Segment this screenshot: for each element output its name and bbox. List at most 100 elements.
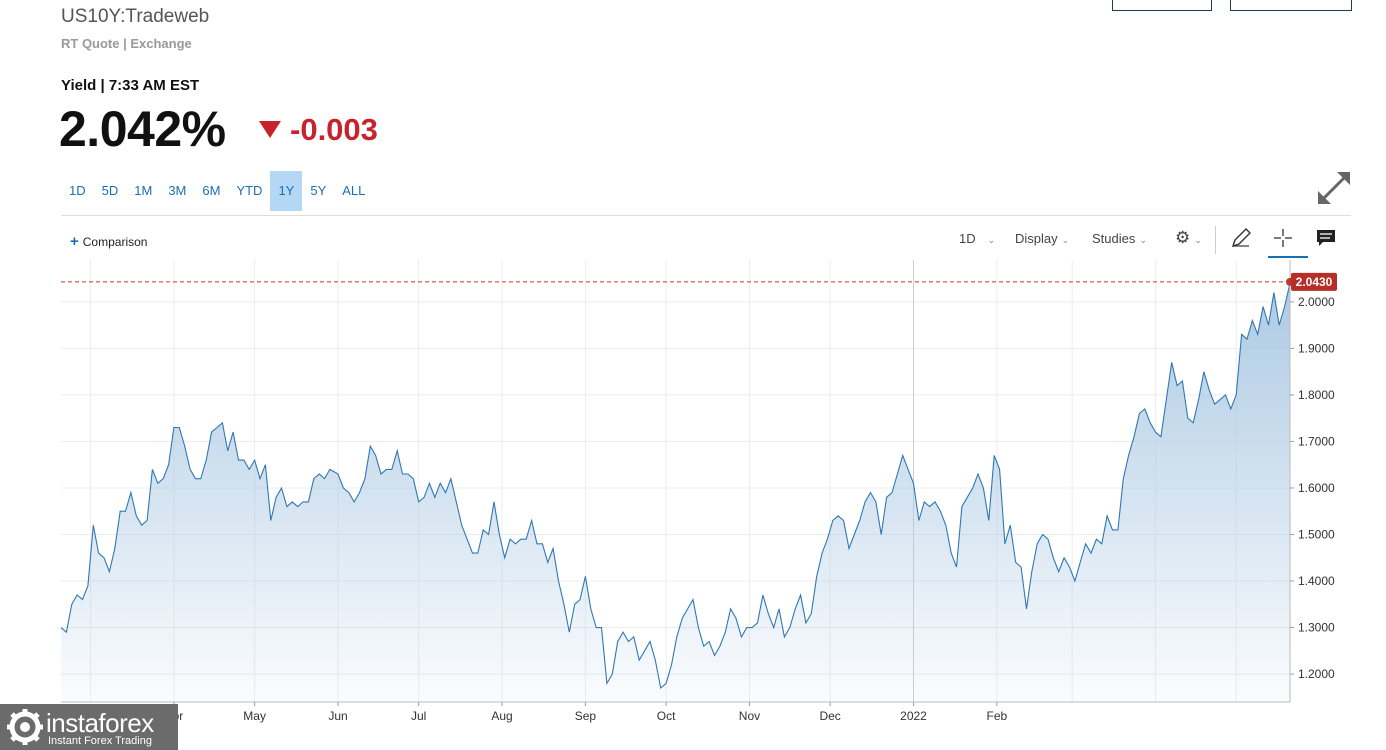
- range-1y[interactable]: 1Y: [270, 171, 303, 211]
- studies-dropdown[interactable]: Studies ⌄: [1092, 231, 1147, 246]
- interval-dropdown[interactable]: 1D ⌄: [959, 231, 995, 246]
- data-point: [821, 552, 823, 554]
- data-point: [778, 608, 780, 610]
- brand-name: instaforex: [46, 708, 154, 738]
- data-point: [740, 636, 742, 638]
- top-action-button[interactable]: [1112, 0, 1212, 11]
- data-point: [337, 473, 339, 475]
- top-action-button[interactable]: [1230, 0, 1352, 11]
- data-point: [200, 478, 202, 480]
- data-point: [789, 626, 791, 628]
- data-point: [237, 459, 239, 461]
- data-point: [509, 538, 511, 540]
- data-point: [1176, 384, 1178, 386]
- data-point: [135, 515, 137, 517]
- x-tick-label: May: [243, 709, 266, 723]
- y-tick-label: 1.5000: [1298, 528, 1335, 542]
- data-point: [746, 626, 748, 628]
- data-point: [1068, 566, 1070, 568]
- data-point: [259, 478, 261, 480]
- yield-chart[interactable]: 1.2000 1.3000 1.4000 1.5000 1.6000 1.7000 1.80…: [0, 258, 1386, 750]
- pencil-icon[interactable]: [1229, 226, 1253, 250]
- comment-icon[interactable]: [1314, 226, 1338, 250]
- active-tool-indicator: [1268, 256, 1308, 258]
- data-point: [606, 682, 608, 684]
- crosshair-icon[interactable]: [1271, 226, 1295, 250]
- data-point: [1208, 389, 1210, 391]
- data-point: [520, 538, 522, 540]
- x-tick-label: Aug: [491, 709, 512, 723]
- yield-change-value: -0.003: [290, 112, 378, 147]
- data-point: [708, 640, 710, 642]
- data-point: [697, 626, 699, 628]
- x-tick-label: Sep: [575, 709, 597, 723]
- data-point: [1047, 538, 1049, 540]
- data-point: [530, 519, 532, 521]
- data-point: [1074, 580, 1076, 582]
- data-point: [751, 626, 753, 628]
- gear-icon: ⚙: [1175, 228, 1191, 247]
- data-point: [162, 478, 164, 480]
- data-point: [982, 487, 984, 489]
- data-point: [859, 519, 861, 521]
- data-point: [864, 501, 866, 503]
- data-point: [493, 501, 495, 503]
- data-point: [60, 626, 62, 628]
- data-point: [348, 491, 350, 493]
- data-point: [794, 608, 796, 610]
- data-point: [1219, 398, 1221, 400]
- data-point: [141, 524, 143, 526]
- data-point: [124, 510, 126, 512]
- range-1d[interactable]: 1D: [69, 183, 86, 198]
- range-3m[interactable]: 3M: [168, 183, 187, 198]
- range-5d[interactable]: 5D: [101, 183, 119, 198]
- data-point: [178, 426, 180, 428]
- range-6m[interactable]: 6M: [202, 183, 221, 198]
- data-point: [461, 524, 463, 526]
- data-point: [1084, 543, 1086, 545]
- range-all[interactable]: ALL: [342, 183, 366, 198]
- comparison-button[interactable]: + Comparison: [70, 233, 147, 250]
- data-point: [902, 454, 904, 456]
- toolbar-separator: [1215, 226, 1216, 254]
- data-point: [713, 654, 715, 656]
- data-point: [627, 640, 629, 642]
- data-point: [1138, 412, 1140, 414]
- data-point: [536, 543, 538, 545]
- data-point: [584, 575, 586, 577]
- x-tick-label: 2022: [900, 709, 927, 723]
- data-point: [928, 505, 930, 507]
- data-point: [816, 575, 818, 577]
- data-point: [977, 473, 979, 475]
- y-tick-label: 1.4000: [1298, 574, 1335, 588]
- display-dropdown[interactable]: Display ⌄: [1015, 231, 1069, 246]
- data-point: [729, 608, 731, 610]
- range-selector: 1D 5D 1M 3M 6M YTD 1Y 5Y ALL: [61, 171, 373, 211]
- current-yield-value: 2.042%: [59, 101, 226, 157]
- chevron-down-icon: ⌄: [1061, 235, 1070, 245]
- data-point: [579, 598, 581, 600]
- data-point: [568, 631, 570, 633]
- data-point: [617, 640, 619, 642]
- page-title: US10Y:Tradeweb: [61, 6, 210, 27]
- data-point: [756, 622, 758, 624]
- expand-icon[interactable]: [1314, 168, 1354, 208]
- data-point: [210, 431, 212, 433]
- data-point: [665, 682, 667, 684]
- display-label: Display: [1015, 231, 1058, 246]
- data-point: [450, 478, 452, 480]
- data-point: [65, 631, 67, 633]
- range-5y[interactable]: 5Y: [310, 183, 327, 198]
- data-point: [1036, 543, 1038, 545]
- data-point: [1203, 371, 1205, 373]
- settings-dropdown[interactable]: ⚙ ⌄: [1175, 228, 1202, 248]
- data-point: [799, 594, 801, 596]
- range-ytd[interactable]: YTD: [236, 183, 263, 198]
- data-point: [71, 603, 73, 605]
- data-point: [805, 622, 807, 624]
- data-point: [1079, 561, 1081, 563]
- data-point: [993, 454, 995, 456]
- data-point: [1025, 608, 1027, 610]
- data-point: [114, 547, 116, 549]
- range-1m[interactable]: 1M: [134, 183, 153, 198]
